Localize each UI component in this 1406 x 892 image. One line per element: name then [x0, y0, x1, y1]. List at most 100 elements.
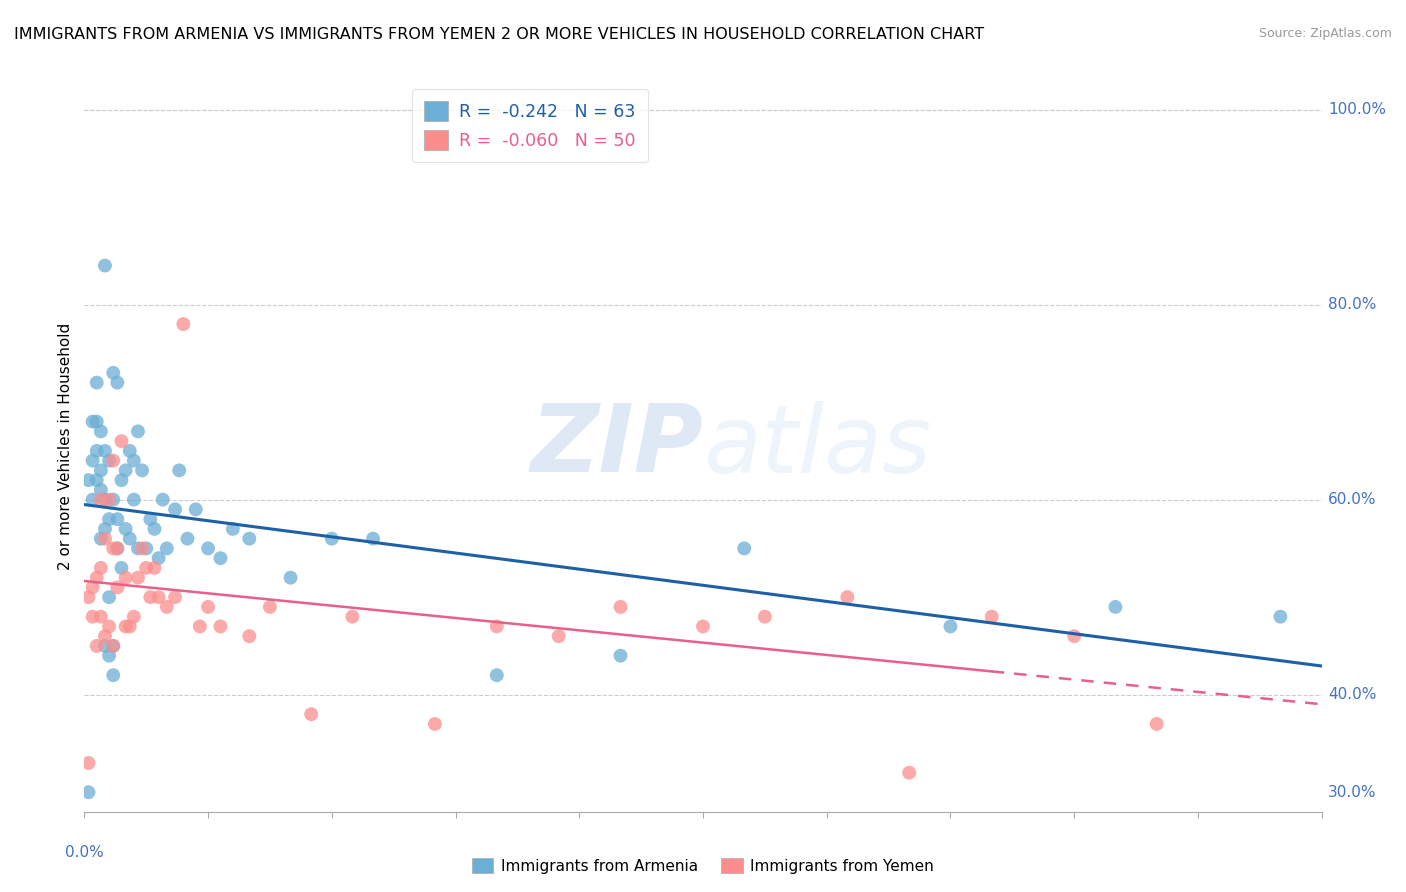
Point — [103, 668, 125, 682]
Point — [692, 619, 714, 633]
Point — [105, 581, 128, 595]
Point — [837, 590, 859, 604]
Text: atlas: atlas — [703, 401, 931, 491]
Legend: Immigrants from Armenia, Immigrants from Yemen: Immigrants from Armenia, Immigrants from… — [465, 852, 941, 880]
Point — [118, 532, 141, 546]
Point — [90, 483, 112, 497]
Point — [127, 571, 149, 585]
Point — [135, 561, 157, 575]
Point — [1146, 717, 1168, 731]
Point — [754, 609, 776, 624]
Point — [165, 502, 187, 516]
Point — [114, 463, 136, 477]
Point — [90, 425, 112, 439]
Point — [114, 522, 136, 536]
Text: 0.0%: 0.0% — [65, 845, 104, 860]
Point — [143, 561, 166, 575]
Text: IMMIGRANTS FROM ARMENIA VS IMMIGRANTS FROM YEMEN 2 OR MORE VEHICLES IN HOUSEHOLD: IMMIGRANTS FROM ARMENIA VS IMMIGRANTS FR… — [14, 27, 984, 42]
Point — [98, 648, 121, 663]
Point — [103, 639, 125, 653]
Point — [172, 317, 194, 331]
Point — [609, 599, 631, 614]
Point — [898, 765, 921, 780]
Point — [105, 376, 128, 390]
Point — [82, 415, 104, 429]
Point — [110, 473, 132, 487]
Point — [222, 522, 245, 536]
Point — [103, 541, 125, 556]
Point — [299, 707, 322, 722]
Point — [485, 668, 508, 682]
Point — [238, 532, 260, 546]
Point — [105, 512, 128, 526]
Point — [485, 619, 508, 633]
Y-axis label: 2 or more Vehicles in Household: 2 or more Vehicles in Household — [58, 322, 73, 570]
Point — [94, 259, 117, 273]
Point — [98, 453, 121, 467]
Point — [94, 532, 117, 546]
Point — [103, 639, 125, 653]
Point — [110, 434, 132, 449]
Point — [94, 629, 117, 643]
Point — [980, 609, 1002, 624]
Point — [127, 541, 149, 556]
Point — [103, 366, 125, 380]
Point — [321, 532, 343, 546]
Point — [209, 619, 232, 633]
Point — [139, 590, 162, 604]
Point — [82, 581, 104, 595]
Point — [77, 590, 100, 604]
Point — [423, 717, 446, 731]
Point — [184, 502, 207, 516]
Point — [118, 443, 141, 458]
Point — [238, 629, 260, 643]
Point — [82, 609, 104, 624]
Point — [90, 561, 112, 575]
Point — [1063, 629, 1085, 643]
Text: 60.0%: 60.0% — [1327, 492, 1376, 508]
Point — [547, 629, 569, 643]
Point — [94, 522, 117, 536]
Point — [86, 473, 108, 487]
Point — [86, 443, 108, 458]
Point — [156, 599, 179, 614]
Point — [86, 571, 108, 585]
Point — [127, 425, 149, 439]
Point — [197, 599, 219, 614]
Point — [167, 463, 190, 477]
Point — [280, 571, 302, 585]
Point — [90, 532, 112, 546]
Point — [110, 561, 132, 575]
Point — [94, 492, 117, 507]
Point — [259, 599, 281, 614]
Point — [1270, 609, 1292, 624]
Text: Source: ZipAtlas.com: Source: ZipAtlas.com — [1258, 27, 1392, 40]
Point — [197, 541, 219, 556]
Point — [188, 619, 211, 633]
Text: 30.0%: 30.0% — [1327, 785, 1376, 800]
Point — [82, 492, 104, 507]
Point — [148, 551, 170, 566]
Point — [148, 590, 170, 604]
Point — [114, 619, 136, 633]
Point — [131, 463, 153, 477]
Point — [86, 415, 108, 429]
Point — [118, 619, 141, 633]
Legend: R =  -0.242   N = 63, R =  -0.060   N = 50: R = -0.242 N = 63, R = -0.060 N = 50 — [412, 89, 648, 162]
Point — [98, 619, 121, 633]
Point — [86, 376, 108, 390]
Point — [342, 609, 364, 624]
Point — [939, 619, 962, 633]
Text: ZIP: ZIP — [530, 400, 703, 492]
Point — [90, 609, 112, 624]
Point — [143, 522, 166, 536]
Point — [94, 443, 117, 458]
Point — [209, 551, 232, 566]
Point — [90, 492, 112, 507]
Text: 100.0%: 100.0% — [1327, 102, 1386, 117]
Point — [152, 492, 174, 507]
Point — [90, 463, 112, 477]
Point — [139, 512, 162, 526]
Point — [77, 785, 100, 799]
Point — [733, 541, 755, 556]
